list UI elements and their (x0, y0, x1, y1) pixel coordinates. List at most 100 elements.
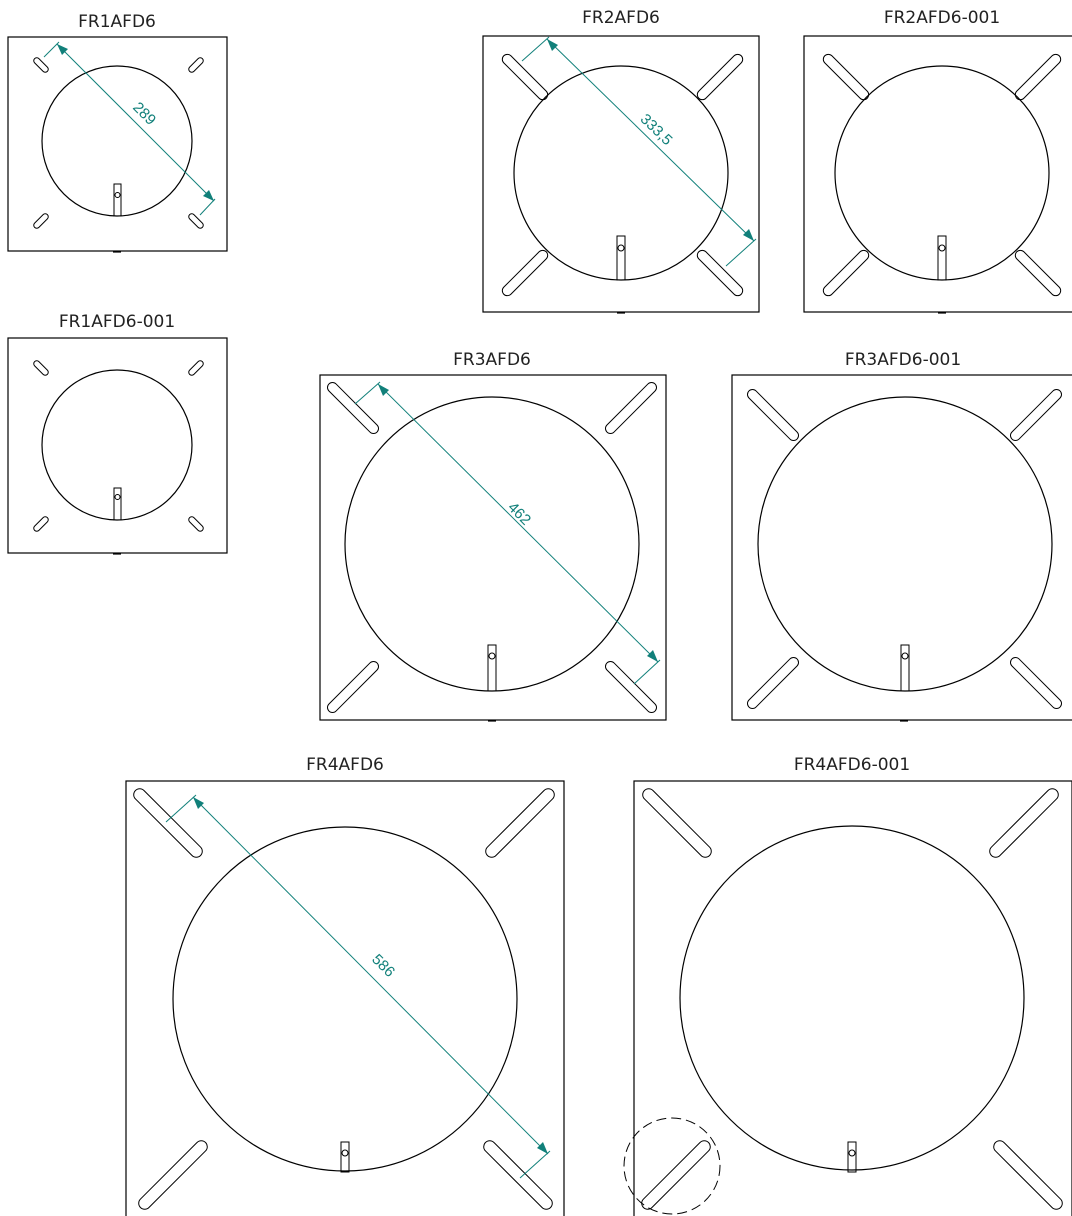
mounting-slot-bottom-right (696, 249, 744, 297)
extension-line (633, 659, 661, 685)
dimension-line (377, 383, 659, 663)
extension-line (199, 198, 216, 216)
mounting-slot-bottom-right (188, 213, 204, 229)
plate-outline (803, 35, 1072, 313)
diagonal-dimension: 333,5 (521, 36, 757, 267)
plate-outline (125, 780, 565, 1216)
mounting-slots (133, 788, 555, 1210)
arrowhead (647, 650, 658, 662)
key-slot-outline (616, 235, 626, 281)
key-hole (341, 1149, 349, 1157)
key-slot-outline (847, 1141, 857, 1173)
mounting-slot-top-left (33, 57, 49, 73)
panel-fr3afd6: FR3AFD6 462 (319, 350, 667, 722)
key-slot (113, 183, 122, 217)
mounting-slot-top-right (1014, 53, 1062, 101)
plate-outline (731, 374, 1072, 721)
arrowhead (193, 797, 204, 809)
panel-fr2afd6-001: FR2AFD6-001 (803, 8, 1072, 314)
mounting-slot-bottom-left (641, 1140, 711, 1210)
panel-fr4afd6-001: FR4AFD6-001 (623, 755, 1072, 1216)
mounting-slot-top-right (989, 788, 1059, 858)
key-hole (114, 192, 121, 198)
panel-fr1afd6: FR1AFD6 289 (7, 12, 228, 253)
panel-title-fr3afd6-001: FR3AFD6-001 (845, 350, 961, 370)
plate-outline (319, 374, 667, 721)
mounting-slot-bottom-right (604, 660, 658, 714)
key-slot (113, 487, 122, 521)
dimension-line (546, 38, 755, 242)
mounting-slot-top-left (133, 788, 203, 858)
key-hole (938, 244, 946, 252)
mounting-slots (326, 381, 658, 714)
arrowhead (203, 190, 214, 201)
key-slot-outline (340, 1141, 350, 1173)
dimension-value: 586 (368, 951, 398, 981)
mounting-slots (33, 360, 204, 532)
mounting-slot-top-right (485, 788, 555, 858)
dimension-value: 333,5 (637, 111, 676, 149)
center-opening (344, 396, 640, 692)
center-opening (41, 369, 193, 521)
key-hole (901, 652, 909, 660)
arrowhead (547, 39, 558, 51)
mounting-slots (822, 53, 1062, 297)
key-slot (900, 644, 910, 692)
diagonal-dimension: 462 (354, 381, 661, 685)
center-opening (41, 65, 193, 217)
mounting-slot-top-left (501, 53, 549, 101)
key-slot-outline (937, 235, 947, 281)
center-opening (679, 825, 1025, 1171)
mounting-slot-bottom-left (501, 249, 549, 297)
plate-outline (482, 35, 760, 313)
key-slot (487, 644, 497, 692)
dimension-line (192, 796, 549, 1155)
mounting-slot-top-right (604, 381, 658, 435)
mounting-slot-bottom-right (1014, 249, 1062, 297)
mounting-slot-top-right (188, 57, 204, 73)
extension-line (519, 1150, 551, 1179)
extension-line (521, 36, 550, 62)
key-slot-outline (113, 183, 122, 217)
arrowhead (378, 384, 389, 396)
extension-line (43, 41, 60, 58)
key-slot (340, 1141, 350, 1173)
mounting-slot-top-left (326, 381, 380, 435)
panel-title-fr1afd6-001: FR1AFD6-001 (59, 312, 175, 332)
extension-line (354, 381, 381, 405)
dimension-value: 462 (504, 499, 534, 529)
mounting-slot-top-left (642, 788, 712, 858)
plate-outline (7, 36, 228, 252)
panel-title-fr4afd6-001: FR4AFD6-001 (794, 755, 910, 775)
panel-fr1afd6-001: FR1AFD6-001 (7, 312, 228, 555)
extension-line (165, 794, 197, 823)
panel-title-fr2afd6: FR2AFD6 (582, 8, 660, 28)
panel-fr2afd6: FR2AFD6 333,5 (482, 8, 760, 314)
mounting-slot-bottom-right (188, 516, 204, 532)
mounting-slot-bottom-left (746, 656, 800, 710)
mounting-slot-top-right (1009, 388, 1063, 442)
key-slot-outline (487, 644, 497, 692)
panel-fr4afd6: FR4AFD6 586 (125, 755, 565, 1216)
key-hole (617, 244, 625, 252)
mounting-slots (33, 57, 204, 229)
mounting-slot-bottom-left (33, 516, 49, 532)
center-opening (172, 826, 518, 1172)
panel-title-fr2afd6-001: FR2AFD6-001 (884, 8, 1000, 28)
key-slot-outline (900, 644, 910, 692)
panel-title-fr4afd6: FR4AFD6 (306, 755, 384, 775)
mounting-slots (641, 788, 1063, 1210)
mounting-slot-top-left (746, 388, 800, 442)
arrowhead (537, 1142, 548, 1154)
detail-marker-circle (623, 1117, 721, 1215)
mounting-slot-bottom-left (326, 660, 380, 714)
dimension-value: 289 (129, 99, 159, 129)
key-hole (848, 1149, 856, 1157)
mounting-slot-top-right (696, 53, 744, 101)
mounting-slot-bottom-left (822, 249, 870, 297)
mounting-slot-top-left (33, 360, 49, 376)
plate-outline (633, 780, 1072, 1216)
panel-fr3afd6-001: FR3AFD6-001 (731, 350, 1072, 722)
arrowhead (743, 229, 754, 241)
center-opening (757, 396, 1053, 692)
